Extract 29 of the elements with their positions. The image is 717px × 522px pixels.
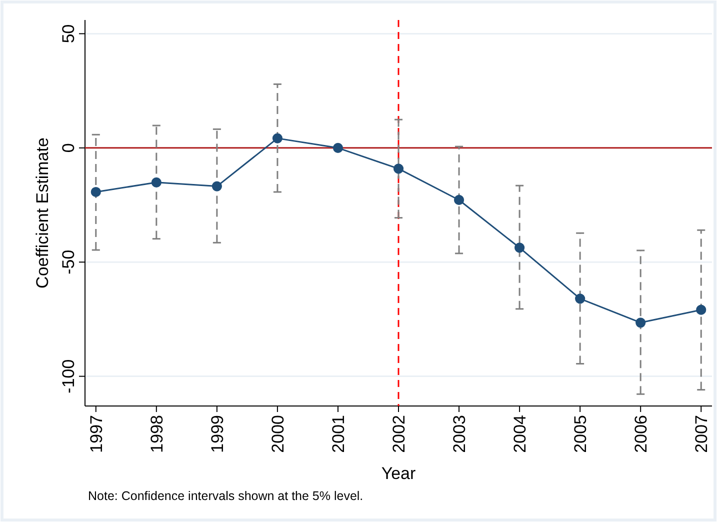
x-tick-label: 1998 (147, 415, 166, 453)
x-tick-label: 2002 (389, 415, 408, 453)
point (575, 294, 586, 304)
y-tick-label: -100 (59, 359, 78, 394)
y-tick-label: 0 (59, 143, 78, 153)
y-axis-title: Coefficient Estimate (33, 138, 52, 288)
x-tick-label: 2000 (268, 415, 288, 453)
x-tick-label: 2004 (510, 415, 530, 453)
point (636, 318, 646, 328)
y-tick-label: 50 (59, 24, 78, 44)
point (272, 133, 283, 144)
point (514, 242, 525, 253)
x-tick-label: 2005 (571, 415, 590, 453)
y-tick-label: -50 (59, 250, 78, 274)
x-tick-label: 2007 (692, 415, 712, 453)
point (332, 142, 344, 153)
x-tick-label: 1999 (208, 415, 227, 453)
point (696, 304, 706, 315)
point (90, 186, 101, 198)
x-tick-label: 2006 (632, 415, 651, 453)
point (454, 194, 464, 206)
point (151, 177, 162, 188)
x-tick-label: 2003 (450, 415, 469, 453)
x-tick-label: 2001 (328, 415, 348, 453)
point (212, 181, 222, 192)
point (393, 164, 404, 174)
x-axis-title: Year (381, 464, 416, 483)
text: Note: Confidence intervals shown at the 5% level. (88, 489, 364, 503)
x-tick-label: 1997 (86, 415, 106, 453)
